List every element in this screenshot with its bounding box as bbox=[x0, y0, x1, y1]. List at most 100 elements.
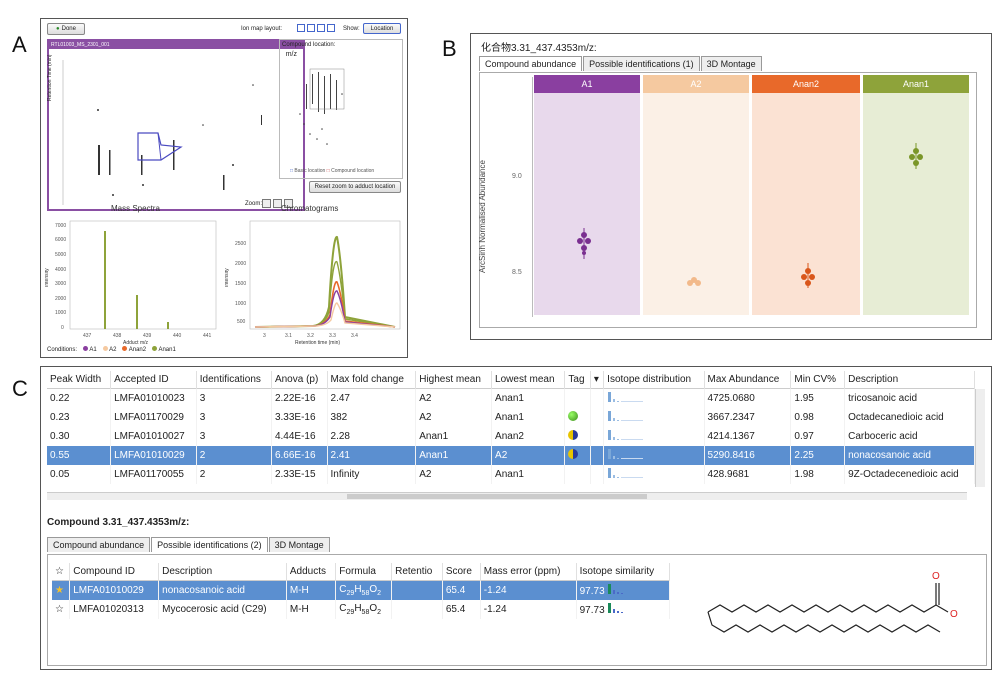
identification-cell: LMFA01010029 bbox=[69, 580, 160, 600]
panel-label-b: B bbox=[442, 36, 457, 61]
zoom-in-icon[interactable] bbox=[262, 199, 271, 208]
table-row[interactable]: 0.55 LMFA01010029 2 6.66E-16 2.41 Anan1 A2 5290… bbox=[47, 446, 975, 465]
tab-possible-identifications[interactable]: Possible identifications (1) bbox=[583, 56, 700, 71]
header-max-fold-change[interactable]: Max fold change bbox=[327, 371, 417, 389]
compound-table: Peak Width Accepted ID Identifications A… bbox=[47, 371, 975, 484]
header-highest-mean[interactable]: Highest mean bbox=[415, 371, 493, 389]
hydroxyl-label: O bbox=[950, 609, 958, 620]
header-lowest-mean[interactable]: Lowest mean bbox=[491, 371, 566, 389]
star-filled-icon[interactable]: ★ bbox=[52, 580, 71, 600]
isotope-distribution-cell bbox=[603, 388, 705, 408]
header-anova[interactable]: Anova (p) bbox=[271, 371, 328, 389]
tag-green-icon bbox=[568, 411, 579, 421]
table-cell: 6.66E-16 bbox=[271, 446, 328, 465]
ion-map-window[interactable]: RTL01003_MS_2301_001 m/z Retention Time … bbox=[47, 39, 305, 211]
table-row[interactable]: 0.22 LMFA01010023 3 2.22E-16 2.47 A2 Anan1 4725… bbox=[47, 388, 975, 408]
isotope-sparkline bbox=[607, 448, 647, 463]
zoom-fit-icon[interactable] bbox=[284, 199, 293, 208]
identification-row[interactable]: ★ LMFA01010029 nonacosanoic acid M-H C29H58O… bbox=[52, 580, 671, 600]
tab-possible-identifications[interactable]: Possible identifications (2) bbox=[151, 537, 268, 552]
identifications-frame: ☆ Compound ID Description Adducts Formul… bbox=[47, 554, 987, 666]
table-cell: 2.41 bbox=[327, 446, 417, 465]
mass-spectra-title: Mass Spectra bbox=[111, 204, 160, 213]
table-cell: 5290.8416 bbox=[704, 446, 792, 465]
isotope-distribution-cell bbox=[603, 465, 705, 484]
header-peak-width[interactable]: Peak Width bbox=[47, 371, 112, 389]
table-cell: LMFA01170055 bbox=[110, 465, 197, 484]
table-cell: Infinity bbox=[327, 465, 417, 484]
table-cell: Anan1 bbox=[491, 388, 566, 408]
condition-dot-icon bbox=[122, 346, 128, 351]
table-cell: 4725.0680 bbox=[704, 388, 792, 408]
table-row[interactable]: 0.23 LMFA01170029 3 3.33E-16 382 A2 Anan1 3667.… bbox=[47, 408, 975, 427]
identification-cell: LMFA01020313 bbox=[69, 599, 160, 619]
abundance-points bbox=[577, 143, 923, 288]
tab-3d-montage[interactable]: 3D Montage bbox=[700, 56, 762, 71]
svg-text:3.2: 3.2 bbox=[307, 333, 314, 339]
table-cell: 0.05 bbox=[47, 465, 112, 484]
layout-split-icon[interactable] bbox=[307, 24, 315, 32]
location-button[interactable]: Location bbox=[363, 23, 401, 34]
svg-text:438: 438 bbox=[113, 333, 122, 339]
location-label: Location bbox=[370, 25, 394, 32]
compound-location-icon: □ bbox=[326, 168, 330, 174]
identification-cell: Mycocerosic acid (C29) bbox=[158, 599, 287, 619]
header-isotope-similarity[interactable]: Isotope similarity bbox=[576, 563, 671, 581]
identification-cell: M-H bbox=[286, 580, 337, 600]
compound-title: 化合物3.31_437.4353m/z: bbox=[481, 43, 597, 54]
identification-cell: 65.4 bbox=[442, 580, 481, 600]
compound-location-view: Compound location: □ Basic location □ Co… bbox=[279, 39, 403, 179]
table-cell: A2 bbox=[415, 388, 493, 408]
header-id-description[interactable]: Description bbox=[158, 563, 287, 581]
compound-location-plot bbox=[299, 68, 345, 145]
header-adducts[interactable]: Adducts bbox=[286, 563, 337, 581]
header-description[interactable]: Description bbox=[844, 371, 975, 389]
star-empty-icon[interactable]: ☆ bbox=[52, 599, 71, 619]
reset-zoom-button[interactable]: Reset zoom to adduct location bbox=[309, 181, 401, 193]
zoom-out-icon[interactable] bbox=[273, 199, 282, 208]
panel-c: Peak Width Accepted ID Identifications A… bbox=[40, 366, 992, 670]
tag-dropdown-icon[interactable]: ▾ bbox=[590, 371, 605, 389]
table-horizontal-scrollbar[interactable] bbox=[47, 492, 967, 500]
layout-single-icon[interactable] bbox=[297, 24, 305, 32]
chromatograms-plot: Intensity 2500 2000 1500 1000 500 3 3.1 3.2 3.3… bbox=[225, 220, 401, 345]
isotope-distribution-cell bbox=[603, 446, 705, 465]
table-cell: 0.97 bbox=[790, 427, 846, 446]
table-row[interactable]: 0.30 LMFA01010027 3 4.44E-16 2.28 Anan1 Anan2 4… bbox=[47, 427, 975, 446]
identifications-table: ☆ Compound ID Description Adducts Formul… bbox=[52, 563, 671, 619]
header-isotope-distribution[interactable]: Isotope distribution bbox=[603, 371, 705, 389]
header-mass-error[interactable]: Mass error (ppm) bbox=[480, 563, 577, 581]
table-row[interactable]: 0.05 LMFA01170055 2 2.33E-15 Infinity A2 Anan1… bbox=[47, 465, 975, 484]
header-accepted-id[interactable]: Accepted ID bbox=[110, 371, 197, 389]
reset-zoom-label: Reset zoom to adduct location bbox=[314, 184, 396, 190]
layout-grid-icon[interactable] bbox=[317, 24, 325, 32]
tab-compound-abundance[interactable]: Compound abundance bbox=[47, 537, 151, 552]
layout-quad-icon[interactable] bbox=[327, 24, 335, 32]
panel-a: ● Done Ion map layout: Show: Location RT… bbox=[40, 18, 408, 358]
header-compound-id[interactable]: Compound ID bbox=[69, 563, 160, 581]
run-id: RTL01003_MS_2301_001 bbox=[49, 41, 303, 49]
table-cell: A2 bbox=[415, 465, 493, 484]
header-tag[interactable]: Tag bbox=[564, 371, 591, 389]
identification-cell: 97.73 bbox=[576, 580, 671, 600]
table-cell bbox=[590, 465, 605, 484]
done-button[interactable]: ● Done bbox=[47, 23, 85, 35]
table-cell: 2.22E-16 bbox=[271, 388, 328, 408]
identification-row[interactable]: ☆ LMFA01020313 Mycocerosic acid (C29) M-H C2… bbox=[52, 599, 671, 619]
basic-location-icon: □ bbox=[290, 168, 294, 174]
header-score[interactable]: Score bbox=[442, 563, 481, 581]
table-cell: A2 bbox=[491, 446, 566, 465]
table-vertical-scrollbar[interactable] bbox=[975, 389, 985, 487]
table-cell: Octadecanedioic acid bbox=[844, 408, 975, 427]
header-min-cv[interactable]: Min CV% bbox=[790, 371, 846, 389]
tab-3d-montage[interactable]: 3D Montage bbox=[268, 537, 330, 552]
compound-detail-title: Compound 3.31_437.4353m/z: bbox=[47, 517, 190, 528]
header-max-abundance[interactable]: Max Abundance bbox=[704, 371, 792, 389]
header-retention[interactable]: Retentio bbox=[391, 563, 443, 581]
tab-compound-abundance[interactable]: Compound abundance bbox=[479, 56, 583, 71]
header-identifications[interactable]: Identifications bbox=[196, 371, 272, 389]
header-formula[interactable]: Formula bbox=[335, 563, 393, 581]
tag-cell bbox=[564, 446, 591, 465]
identification-cell: nonacosanoic acid bbox=[158, 580, 287, 600]
isotope-sparkline bbox=[607, 391, 647, 406]
